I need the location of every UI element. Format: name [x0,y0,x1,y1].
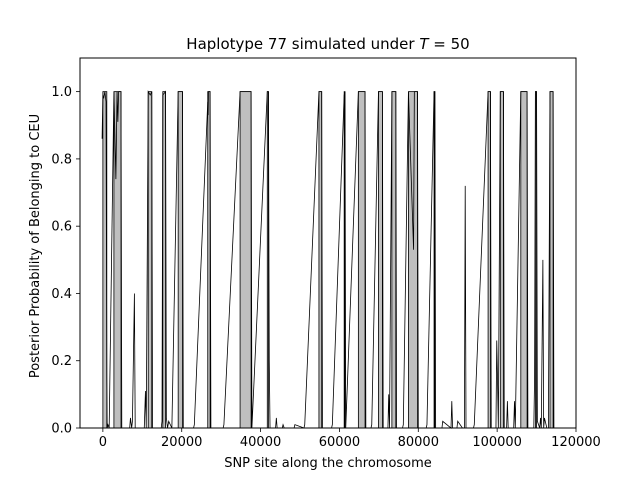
y-tick-label-5: 1.0 [51,85,72,100]
ceu-region-10 [357,91,366,429]
y-tick-label-4: 0.8 [51,152,72,167]
y-axis-label: Posterior Probability of Belonging to CE… [28,114,43,378]
x-tick-label-2: 40000 [240,435,281,450]
ceu-region-6 [239,91,252,429]
ceu-region-12 [391,91,397,429]
ceu-region-15 [487,91,491,429]
posterior-curve [101,90,561,429]
chart-title-text: Haplotype 77 simulated under [186,35,419,53]
ceu-region-19 [549,91,554,429]
chart-title-value: = 50 [429,35,470,53]
x-tick-label-4: 80000 [398,435,439,450]
x-tick-label-6: 120000 [551,435,601,450]
ceu-region-4 [177,91,183,429]
y-tick-label-3: 0.6 [51,220,72,235]
ceu-region-5 [207,91,211,429]
ceu-region-16 [499,91,504,429]
ceu-region-2 [147,91,153,429]
x-tick-label-5: 100000 [472,435,522,450]
x-tick-label-1: 20000 [161,435,202,450]
x-axis-label: SNP site along the chromosome [224,456,432,471]
chart-title: Haplotype 77 simulated under T = 50 [186,35,469,53]
ceu-region-8 [318,91,323,429]
chart-title-variable: T [419,35,430,53]
y-axis-ticks: 0.0 0.2 0.4 0.6 0.8 1.0 [51,85,80,437]
plot-frame [79,57,577,429]
ceu-region-11 [378,91,383,429]
y-tick-label-1: 0.2 [51,354,72,369]
x-tick-label-0: 0 [99,435,107,450]
x-axis-ticks: 0 20000 40000 60000 80000 100000 120000 [99,428,601,450]
y-tick-label-2: 0.4 [51,287,72,302]
ceu-region-3 [162,91,166,429]
plot-area [101,90,561,429]
x-tick-label-3: 60000 [319,435,360,450]
y-tick-label-0: 0.0 [51,422,72,437]
ceu-region-17 [520,91,528,429]
